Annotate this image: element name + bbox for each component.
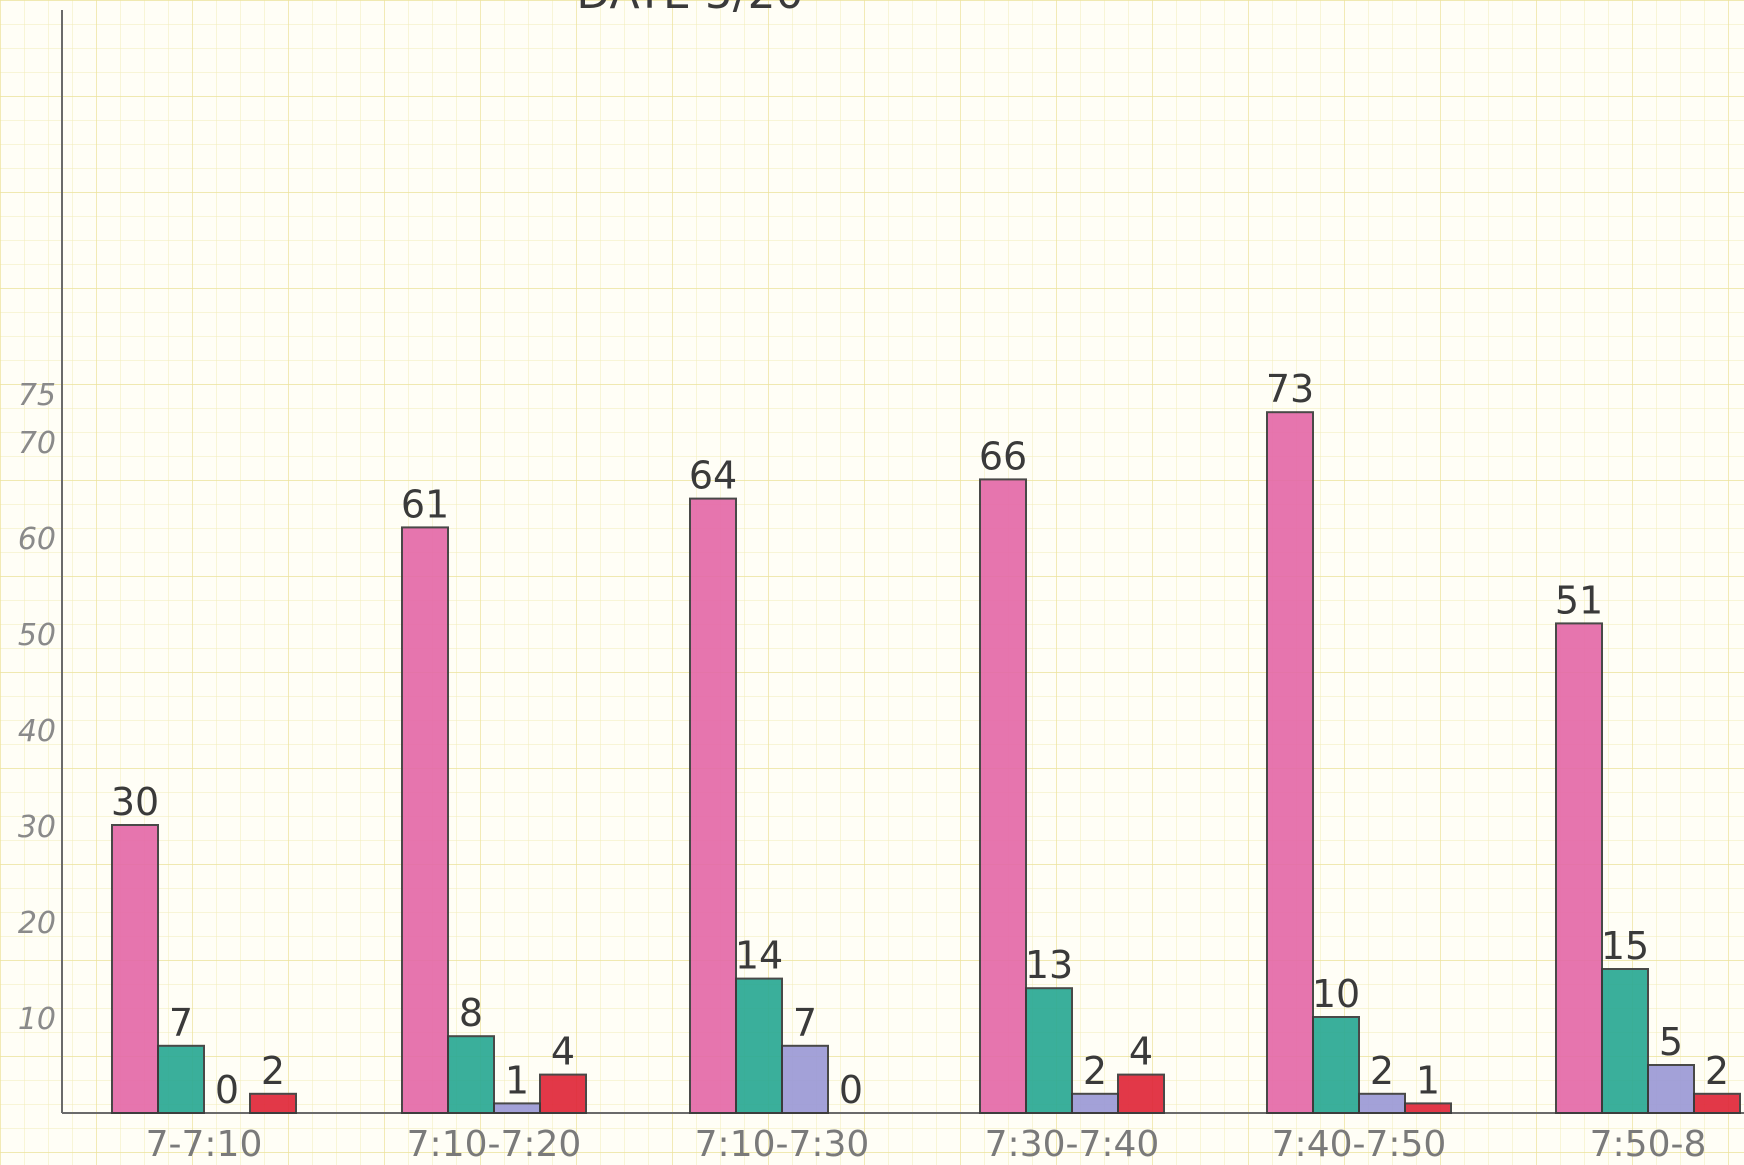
y-tick-label: 20	[18, 906, 56, 941]
bar-series-3-4	[1071, 1092, 1119, 1115]
data-label: 7	[169, 1001, 193, 1045]
bar-series-3-6	[1647, 1064, 1695, 1114]
bar-series-3-3	[781, 1044, 829, 1115]
bar-series-2-5	[1312, 1016, 1360, 1114]
bar-series-2-4	[1025, 987, 1073, 1115]
y-tick-label: 40	[18, 714, 56, 749]
x-tick-label: 7:10-7:30	[695, 1124, 870, 1165]
x-tick-label: 7:50-8	[1590, 1124, 1707, 1165]
data-label: 1	[505, 1058, 529, 1102]
data-label: 14	[735, 934, 783, 978]
data-label: 73	[1266, 367, 1314, 411]
data-label: 5	[1659, 1020, 1683, 1064]
bar-series-2-6	[1601, 968, 1649, 1114]
x-tick-label: 7-7:10	[146, 1124, 263, 1165]
bar-series-4-5	[1404, 1102, 1452, 1115]
bar-series-4-4	[1117, 1073, 1165, 1114]
data-label: 2	[1705, 1049, 1729, 1093]
y-tick-label: 50	[18, 618, 56, 653]
data-label: 2	[1083, 1049, 1107, 1093]
bar-series-3-2	[493, 1102, 541, 1115]
bar-series-2-2	[447, 1035, 495, 1114]
bar-series-1-5	[1266, 411, 1314, 1114]
bar-series-1-3	[689, 497, 737, 1115]
data-label: 0	[215, 1068, 239, 1112]
data-label: 1	[1416, 1058, 1440, 1102]
bar-series-2-1	[157, 1044, 205, 1115]
data-label: 61	[401, 482, 449, 526]
data-label: 0	[839, 1068, 863, 1112]
data-label: 2	[261, 1049, 285, 1093]
data-label: 8	[459, 991, 483, 1035]
y-tick-label: 30	[18, 810, 56, 845]
y-tick-label: 60	[18, 522, 56, 557]
x-tick-label: 7:10-7:20	[407, 1124, 582, 1165]
y-tick-label: 70	[18, 426, 56, 461]
data-label: 64	[689, 454, 737, 498]
data-label: 66	[979, 434, 1027, 478]
y-tick-label: 10	[18, 1002, 56, 1037]
x-tick-label: 7:30-7:40	[985, 1124, 1160, 1165]
bar-series-4-6	[1693, 1092, 1741, 1115]
bar-series-4-1	[249, 1092, 297, 1115]
bar-series-3-5	[1358, 1092, 1406, 1115]
bar-series-4-2	[539, 1073, 587, 1114]
bar-series-1-6	[1555, 622, 1603, 1115]
data-label: 10	[1312, 972, 1360, 1016]
data-label: 30	[111, 780, 159, 824]
bar-series-1-2	[401, 526, 449, 1114]
data-label: 13	[1025, 943, 1073, 987]
data-label: 4	[1129, 1030, 1153, 1074]
data-label: 4	[551, 1030, 575, 1074]
chart-title: DATE 5/20	[576, 0, 803, 19]
bar-series-1-4	[979, 478, 1027, 1114]
data-label: 7	[793, 1001, 817, 1045]
x-tick-label: 7:40-7:50	[1272, 1124, 1447, 1165]
bar-series-1-1	[111, 824, 159, 1114]
data-label: 51	[1555, 578, 1603, 622]
y-tick-label: 75	[18, 378, 56, 413]
bar-series-2-3	[735, 977, 783, 1114]
data-label: 15	[1601, 924, 1649, 968]
data-label: 2	[1370, 1049, 1394, 1093]
